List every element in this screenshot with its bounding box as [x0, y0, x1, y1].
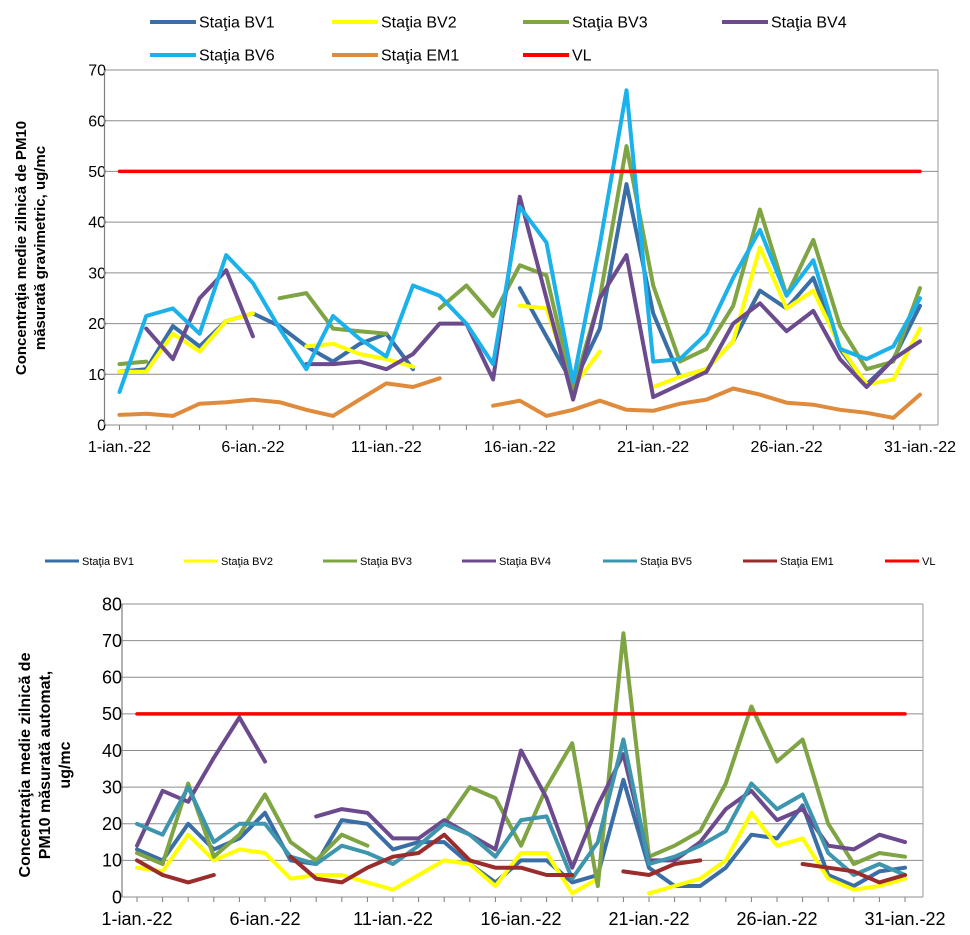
series-line: [144, 268, 255, 362]
series-line: [491, 386, 922, 420]
legend-label: Staţia BV1: [82, 556, 134, 568]
series-BV3: [117, 144, 922, 392]
series-line: [135, 777, 907, 888]
x-tick-label: 6-ian.-22: [229, 909, 300, 929]
y-tick-label: 30: [88, 265, 106, 282]
legend-label: Staţia EM1: [381, 48, 459, 65]
y-tick-label: 10: [102, 851, 122, 871]
series-line: [621, 858, 703, 877]
series-EM1_bottom: [135, 832, 907, 885]
y-tick-label: 70: [88, 63, 106, 80]
legend-label: Staţia BV3: [360, 556, 412, 568]
legend-label: Staţia BV1: [199, 15, 275, 32]
x-tick-label: 16-ian.-22: [484, 439, 556, 456]
legend-label: Staţia BV2: [221, 556, 273, 568]
series-line: [437, 144, 922, 392]
y-axis-label-line2: măsurată gravimetric, ug/mc: [32, 146, 49, 350]
x-tick-label: 6-ian.-22: [221, 439, 284, 456]
series-line: [304, 194, 922, 402]
y-tick-label: 70: [102, 631, 122, 651]
legend: Staţia BV1 Staţia BV2 Staţia BV3 Staţia BV4…: [150, 15, 847, 65]
x-tick-label: 1-ian.-22: [101, 909, 172, 929]
series-line: [135, 715, 267, 848]
series-line: [277, 291, 389, 336]
series-BV2: [135, 810, 907, 896]
x-tick-label: 21-ian.-22: [608, 909, 689, 929]
legend-label: Staţia BV4: [771, 15, 847, 32]
series-line: [647, 810, 907, 896]
x-tick-label: 11-ian.-22: [351, 439, 422, 456]
legend-label: Staţia BV2: [381, 15, 457, 32]
series-EM1_top: [117, 376, 922, 420]
series-BV4: [144, 194, 922, 402]
series-line: [800, 862, 907, 885]
series-line: [117, 359, 149, 367]
chart-gravimetric: Concentraţia medie zilnică de PM10 măsur…: [13, 15, 956, 456]
series-BV5: [135, 737, 907, 881]
series-BV3: [135, 631, 907, 888]
series-line: [288, 832, 575, 885]
x-tick-label: 11-ian.-22: [353, 909, 433, 929]
y-tick-label: 50: [102, 704, 122, 724]
series-BV4: [135, 715, 907, 870]
y-tick-label: 30: [102, 777, 122, 797]
series-line: [135, 858, 216, 885]
series-line: [117, 376, 442, 418]
x-tick-label: 16-ian.-22: [480, 909, 561, 929]
legend-label: VL: [922, 556, 935, 568]
y-axis-label-line1: Concentraţia medie zilnică de PM10: [13, 121, 30, 375]
y-tick-label: 10: [88, 367, 106, 384]
y-tick-label: 0: [112, 887, 122, 907]
legend-label: Staţia BV5: [640, 556, 692, 568]
series-line: [117, 88, 922, 394]
y-tick-label: 60: [102, 668, 122, 688]
legend-label: VL: [572, 48, 592, 65]
x-tick-label: 26-ian.-22: [751, 439, 823, 456]
series-line: [135, 832, 600, 896]
x-tick-label: 26-ian.-22: [736, 909, 817, 929]
y-tick-label: 50: [88, 164, 106, 181]
y-axis-label-line1: Concentraţia medie zilnică de: [17, 652, 34, 877]
series-BV6: [117, 88, 922, 394]
y-axis-label-line2: PM10 măsurată automat,: [37, 671, 54, 860]
y-tick-label: 60: [88, 113, 106, 130]
y-tick-label: 40: [88, 215, 106, 232]
series-line: [135, 737, 907, 881]
x-tick-label: 21-ian.-22: [617, 439, 689, 456]
x-tick-label: 1-ian.-22: [88, 439, 151, 456]
series-line: [117, 311, 255, 374]
legend: Staţia BV1 Staţia BV2 Staţia BV3 Staţia BV4…: [45, 556, 935, 568]
series-line: [651, 245, 922, 389]
chart-automat: Concentraţia medie zilnică de PM10 măsur…: [17, 556, 946, 929]
series-line: [442, 631, 907, 888]
series-line: [314, 748, 907, 870]
x-tick-label: 31-ian.-22: [864, 909, 945, 929]
y-tick-label: 80: [102, 594, 122, 614]
legend-label: Staţia EM1: [780, 556, 834, 568]
x-tick-label: 31-ian.-22: [884, 439, 956, 456]
series-line: [135, 781, 370, 866]
y-tick-label: 40: [102, 741, 122, 761]
series-BV1: [135, 777, 907, 888]
legend-label: Staţia BV3: [572, 15, 648, 32]
legend-label: Staţia BV6: [199, 48, 275, 65]
y-axis-label-line3: ug/mc: [57, 741, 74, 788]
y-tick-label: 0: [97, 418, 106, 435]
y-tick-label: 20: [102, 814, 122, 834]
legend-label: Staţia BV4: [499, 556, 551, 568]
y-tick-label: 20: [88, 316, 106, 333]
series-line: [304, 341, 415, 369]
